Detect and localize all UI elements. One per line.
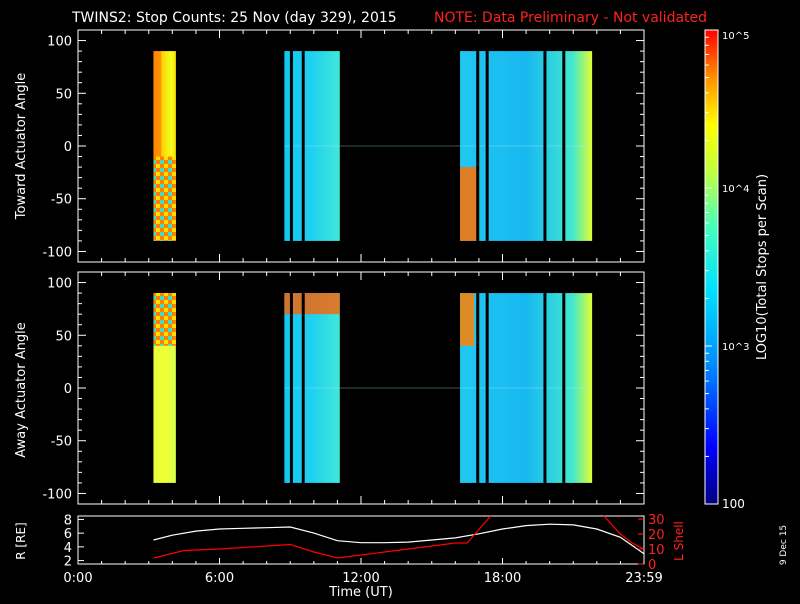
colorbar: 10^5 10^4 10^3 100 LOG10(Total Stops per Sc… — [704, 29, 770, 511]
away-ylabel: Away Actuator Angle — [14, 322, 29, 457]
colorbar-label: LOG10(Total Stops per Scan) — [755, 174, 770, 360]
heatmap-hot-corner — [460, 293, 475, 346]
data-gap — [485, 293, 489, 483]
toward-angle-panel: 100 50 0 -50 -100 Toward Actuator Angle — [14, 29, 645, 263]
y-tick-label: 0 — [64, 140, 72, 155]
r-ylabel: R [RE] — [14, 522, 28, 559]
colorbar-tick-label: 100 — [722, 497, 745, 511]
date-stamp: 9 Dec 15 — [779, 525, 789, 565]
y-tick-label: 100 — [47, 35, 72, 50]
heatmap-segment — [284, 51, 340, 241]
data-gap — [301, 51, 305, 241]
heatmap-hot-corner — [460, 167, 479, 241]
y-tick-label: -50 — [51, 435, 72, 450]
series-line — [153, 515, 492, 559]
chart-title: TWINS2: Stop Counts: 25 Nov (day 329), 2… — [71, 10, 397, 26]
y-tick-label: 4 — [64, 541, 72, 556]
y-tick-label: -50 — [51, 193, 72, 208]
y-tick-label: 0 — [64, 382, 72, 397]
y-tick-label: 100 — [47, 277, 72, 292]
colorbar-gradient — [704, 29, 719, 505]
toward-ylabel: Toward Actuator Angle — [14, 73, 29, 220]
y-tick-label: -100 — [42, 245, 72, 260]
y-tick-label: 2 — [64, 555, 72, 570]
preliminary-note: NOTE: Data Preliminary - Not validated — [434, 10, 707, 26]
data-gap — [301, 293, 305, 483]
data-gap — [289, 293, 293, 483]
y-tick-label: 50 — [55, 87, 72, 102]
away-angle-panel: 100 50 0 -50 -100 Away Actuator Angle — [14, 271, 645, 505]
series-line — [153, 523, 645, 555]
data-gap — [543, 293, 547, 483]
y-tick-label: 6 — [64, 527, 72, 542]
data-gap — [476, 51, 480, 241]
y-tick-label: -100 — [42, 487, 72, 502]
heatmap-segment — [284, 293, 340, 483]
time-xlabel: Time (UT) — [328, 585, 393, 600]
data-gap — [485, 51, 489, 241]
data-gap — [289, 51, 293, 241]
x-tick-label: 6:00 — [205, 571, 234, 586]
heatmap-segment — [460, 51, 593, 241]
y2-tick-label: 20 — [648, 528, 665, 543]
y2-tick-label: 30 — [648, 513, 665, 528]
panel-frame — [77, 515, 645, 565]
colorbar-tick-label: 10^5 — [722, 31, 749, 42]
x-tick-label: 12:00 — [342, 571, 379, 586]
lshell-ylabel: L Shell — [672, 521, 686, 561]
colorbar-tick-label: 10^4 — [722, 184, 749, 195]
x-tick-label: 23:59 — [625, 571, 662, 586]
colorbar-tick-label: 10^3 — [722, 342, 749, 353]
y2-tick-label: 0 — [648, 558, 656, 573]
heatmap-checker-region — [153, 293, 176, 346]
data-gap — [562, 293, 566, 483]
heatmap-hot-band — [284, 293, 340, 315]
data-gap — [476, 293, 480, 483]
heatmap-checker-region — [153, 156, 176, 241]
x-tick-label: 0:00 — [63, 571, 92, 586]
heatmap-segment — [460, 293, 593, 483]
data-gap — [562, 51, 566, 241]
heatmap-hot-edge — [153, 51, 162, 157]
y-tick-label: 50 — [55, 329, 72, 344]
data-gap — [543, 51, 547, 241]
series-line — [603, 515, 645, 550]
y2-tick-label: 10 — [648, 543, 665, 558]
x-tick-label: 18:00 — [484, 571, 521, 586]
y-tick-label: 8 — [64, 513, 72, 528]
